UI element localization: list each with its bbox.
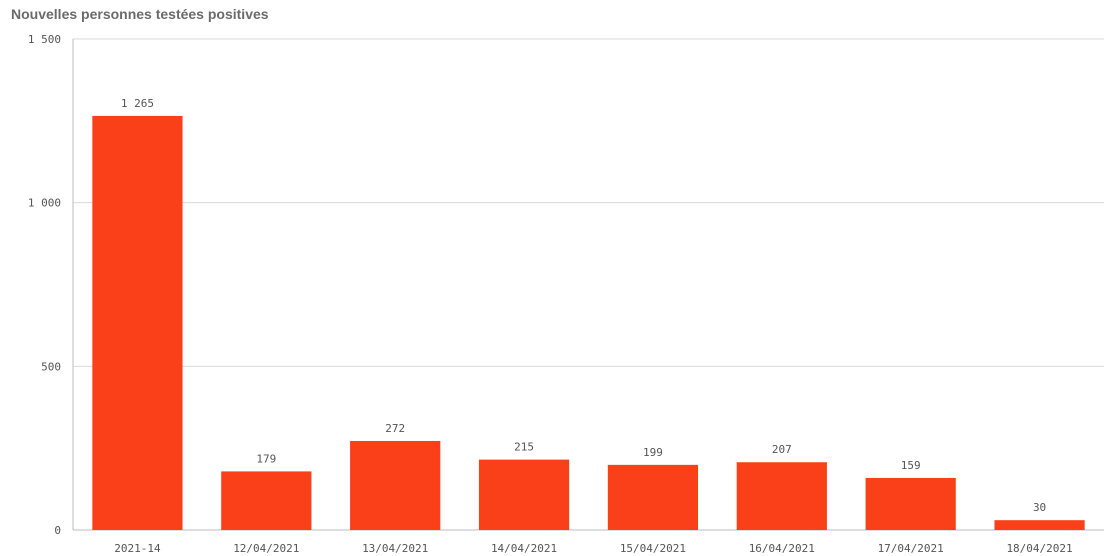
x-tick-label: 14/04/2021	[491, 542, 557, 555]
bar[interactable]	[478, 459, 570, 530]
x-tick-label: 17/04/2021	[878, 542, 944, 555]
y-axis: 0 500 1 000 1 500	[28, 33, 74, 537]
data-label: 215	[514, 441, 534, 454]
x-tick-label: 13/04/2021	[362, 542, 428, 555]
data-label: 30	[1033, 501, 1046, 514]
data-label: 159	[901, 459, 921, 472]
y-tick-label: 1 500	[28, 33, 61, 46]
data-label: 199	[643, 446, 663, 459]
bar[interactable]	[607, 464, 699, 530]
bar[interactable]	[865, 477, 956, 530]
bar[interactable]	[92, 115, 183, 530]
data-label: 1 265	[121, 97, 154, 110]
bar[interactable]	[736, 462, 827, 530]
bars	[92, 115, 1085, 530]
x-axis: 2021-14 12/04/2021 13/04/2021 14/04/2021 15/…	[114, 542, 1072, 555]
data-label: 179	[256, 452, 276, 465]
bar[interactable]	[994, 520, 1085, 530]
y-tick-label: 1 000	[28, 197, 61, 210]
x-tick-label: 15/04/2021	[620, 542, 686, 555]
bar[interactable]	[221, 471, 312, 530]
x-tick-label: 18/04/2021	[1006, 542, 1072, 555]
chart-title: Nouvelles personnes testées positives	[11, 6, 269, 22]
y-tick-label: 0	[54, 524, 61, 537]
x-tick-label: 12/04/2021	[233, 542, 299, 555]
data-labels: 1 265 179 272 215 199 207 159 30	[121, 97, 1046, 514]
gridlines	[73, 38, 1104, 531]
x-tick-label: 2021-14	[114, 542, 161, 555]
bar[interactable]	[350, 440, 441, 530]
y-tick-label: 500	[41, 360, 61, 373]
data-label: 207	[772, 443, 792, 456]
x-tick-label: 16/04/2021	[749, 542, 815, 555]
data-label: 272	[385, 422, 405, 435]
